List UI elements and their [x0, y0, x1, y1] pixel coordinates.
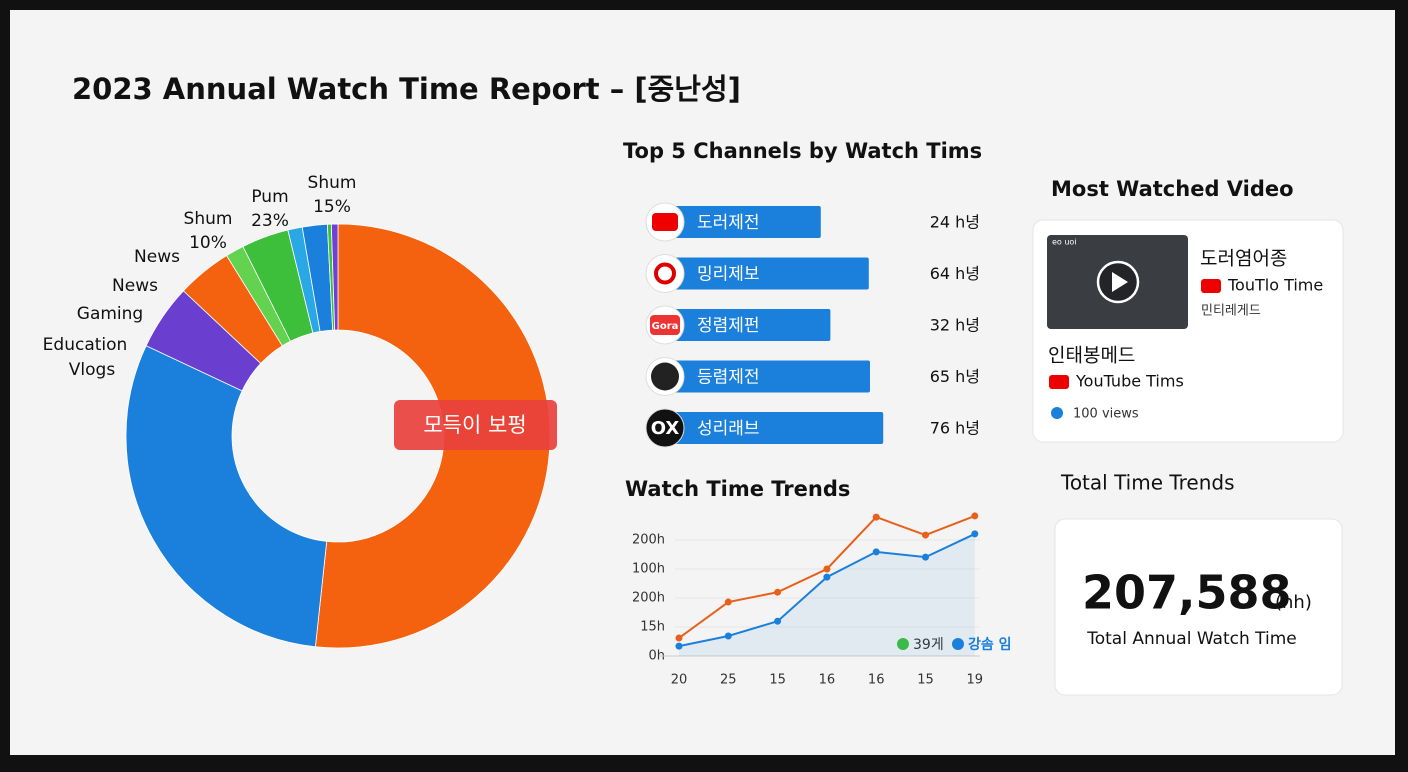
donut-label: Shum [308, 173, 357, 193]
badge [394, 400, 557, 450]
channel-icon [645, 408, 685, 448]
point [971, 512, 979, 520]
legend-label: 39게 [913, 637, 944, 653]
bar-value: 76 h녕 [930, 419, 980, 438]
page-title: 2023 Annual Watch Time Report – [중난성] [72, 72, 741, 106]
channel-icon-inner [650, 315, 680, 335]
x-tick-label: 19 [967, 673, 984, 688]
point [724, 598, 732, 606]
channel-name: 정렴제펀 [697, 316, 760, 336]
total-card [1054, 518, 1343, 696]
point [872, 513, 880, 521]
donut-slice [125, 345, 328, 648]
legend-dot [897, 638, 909, 650]
x-tick-label: 16 [868, 673, 885, 688]
donut-label: 15% [313, 197, 351, 217]
channel-name: 등렴제전 [697, 368, 760, 388]
views-icon [1051, 407, 1063, 419]
bar-value: 24 h녕 [930, 213, 980, 232]
y-tick-label: 200h [632, 533, 665, 548]
donut-label: 10% [189, 233, 227, 253]
channel-icon-inner [651, 362, 679, 391]
point [774, 588, 782, 596]
total-value: 207,588 [1082, 566, 1292, 620]
point [675, 634, 683, 642]
channel-name: 밍리제보 [697, 265, 760, 285]
donut-label: 23% [251, 211, 289, 231]
donut-label: Gaming [77, 304, 143, 324]
legend-dot [952, 638, 964, 650]
channel-icon-inner [652, 213, 678, 231]
line-title: Watch Time Trends [625, 477, 850, 501]
video-channel: TouTlo Time [1227, 276, 1323, 295]
point [922, 553, 929, 561]
total-caption: Total Annual Watch Time [1086, 629, 1297, 649]
point [675, 642, 683, 650]
donut-slice [314, 223, 551, 649]
donut-label: Pum [251, 187, 288, 207]
yt-icon [1049, 375, 1069, 389]
total-unit: (hh) [1275, 592, 1312, 613]
bar-value: 64 h녕 [930, 264, 980, 283]
bar [662, 412, 884, 444]
channel-icon [645, 254, 685, 293]
legend-label: 강솜 임 [968, 636, 1012, 653]
y-tick-label: 200h [632, 591, 665, 606]
x-tick-label: 16 [819, 673, 836, 688]
y-tick-label: 0h [648, 649, 665, 664]
x-tick-label: 25 [720, 673, 737, 688]
bar [662, 360, 870, 393]
second-channel: YouTube Tims [1075, 372, 1184, 391]
channel-icon-inner [654, 262, 676, 285]
channel-icon-text: Gora [652, 321, 679, 332]
bar-value: 32 h녕 [930, 316, 980, 335]
bar [662, 206, 821, 238]
yt-icon [1201, 279, 1221, 293]
donut-label: Vlogs [69, 360, 116, 380]
views: 100 views [1073, 407, 1139, 422]
second-title: 인태봉메드 [1048, 345, 1135, 367]
point [774, 617, 782, 625]
y-tick-label: 100h [632, 562, 665, 577]
video-section-title: Most Watched Video [1051, 177, 1294, 201]
play-icon [1112, 272, 1128, 292]
area [679, 533, 975, 656]
channel-name: 도러제전 [697, 213, 760, 233]
donut-slice [330, 223, 339, 331]
channel-name: 성리래브 [697, 419, 760, 439]
badge-text: 모득이 보펑 [423, 413, 526, 437]
point [872, 548, 880, 556]
y-tick-label: 15h [640, 620, 665, 635]
point [823, 565, 831, 573]
x-tick-label: 15 [917, 673, 934, 688]
donut-label: Shum [184, 209, 233, 229]
bar [662, 257, 869, 290]
donut-label: News [112, 276, 158, 296]
point [971, 530, 979, 538]
thumb-text: eo uoi [1052, 238, 1077, 247]
bar [662, 309, 831, 341]
point [724, 632, 732, 640]
point [922, 531, 929, 539]
video-title: 도러염어종 [1200, 248, 1287, 270]
x-tick-label: 20 [671, 673, 688, 688]
total-title: Total Time Trends [1060, 471, 1235, 495]
bar-title: Top 5 Channels by Watch Tims [623, 139, 982, 163]
video-sub: 민티레게드 [1201, 304, 1261, 319]
point [823, 573, 831, 581]
x-tick-label: 15 [769, 673, 786, 688]
donut-label: Education [43, 335, 128, 355]
bar-value: 65 h녕 [930, 367, 980, 386]
donut-label: News [134, 247, 180, 267]
channel-icon-text: OX [651, 418, 680, 439]
